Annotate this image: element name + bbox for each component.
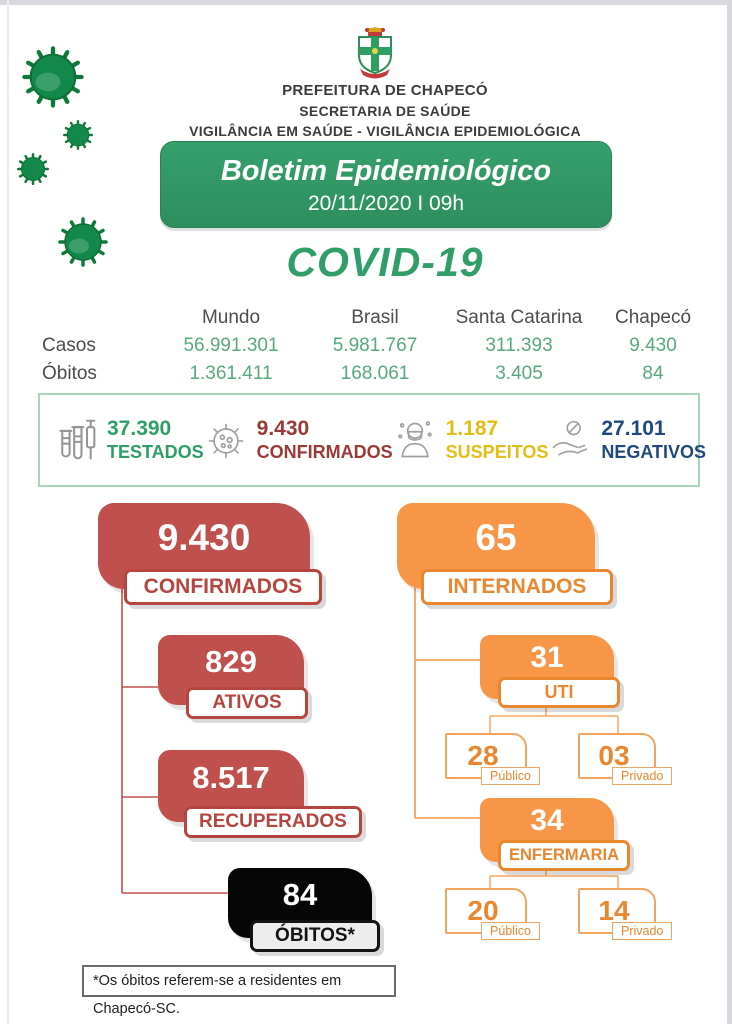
casos-chapeco: 9.430 [629, 335, 677, 356]
page-edge-left [7, 0, 9, 1024]
internados-card-label: INTERNADOS [421, 569, 613, 605]
enfermaria-privado-value: 14 [598, 895, 630, 926]
casos-mundo: 56.991.301 [183, 335, 279, 356]
testing-summary-bar: 37.390 TESTADOS 9.430 CONFIRMADOS [38, 393, 706, 487]
page-edge-top [0, 0, 732, 5]
org-name: PREFEITURA DE CHAPECÓ [282, 82, 488, 99]
confirmados-card: 9.430 CONFIRMADOS [98, 503, 322, 605]
ativos-card-label: ATIVOS [186, 687, 308, 719]
suspeitos-value: 1.187 [445, 417, 499, 440]
enfermaria-publico-value: 20 [467, 895, 499, 926]
col-header-chapeco: Chapecó [614, 307, 692, 328]
obitos-brasil: 168.061 [340, 363, 410, 384]
stat-testados: 37.390 TESTADOS [54, 416, 204, 464]
virus-icon [22, 46, 84, 108]
col-header-santa-catarina: Santa Catarina [455, 307, 583, 328]
testados-label: TESTADOS [107, 442, 204, 462]
col-header-brasil: Brasil [351, 307, 399, 328]
obitos-santa-catarina: 3.405 [495, 363, 543, 384]
testados-value: 37.390 [107, 417, 172, 440]
uti-privado-label: Privado [612, 767, 673, 785]
negativos-value: 27.101 [601, 417, 666, 440]
stat-suspeitos: 1.187 SUSPEITOS [393, 416, 549, 464]
stat-confirmados: 9.430 CONFIRMADOS [204, 416, 393, 464]
casos-santa-catarina: 311.393 [485, 335, 553, 356]
test-tubes-icon [59, 419, 96, 460]
obitos-mundo: 1.361.411 [189, 363, 273, 384]
suspeitos-label: SUSPEITOS [445, 442, 549, 462]
stat-negativos: 27.101 NEGATIVOS [548, 416, 706, 464]
ativos-card: 829 ATIVOS [158, 635, 308, 719]
header-org-lines: PREFEITURA DE CHAPECÓ SECRETARIA DE SAÚD… [60, 82, 710, 139]
negativos-label: NEGATIVOS [601, 442, 707, 462]
enfermaria-privado-box: 14 Privado [578, 888, 673, 940]
confirmados-card-value: 9.430 [157, 517, 251, 558]
case-breakdown-flow: 9.430 CONFIRMADOS 829 ATIVOS 8.517 RECUP… [0, 495, 732, 1024]
uti-privado-value: 03 [598, 740, 630, 771]
enfermaria-publico-label: Público [481, 922, 540, 940]
obitos-card: 84 ÓBITOS* [228, 868, 380, 952]
row-label-obitos: Óbitos [42, 363, 97, 384]
uti-card-value: 31 [530, 641, 564, 674]
row-label-casos: Casos [42, 335, 96, 356]
virus-icon [63, 120, 93, 150]
virus-icon [58, 217, 108, 267]
masked-person-icon [397, 421, 432, 458]
enfermaria-card-value: 34 [530, 804, 564, 837]
page-edge-right [727, 0, 732, 1024]
bulletin-title: Boletim Epidemiológico [220, 155, 552, 187]
enfermaria-publico-box: 20 Público [445, 888, 540, 940]
org-department: SECRETARIA DE SAÚDE [299, 103, 471, 119]
ativos-card-value: 829 [205, 644, 257, 679]
confirmados-label: CONFIRMADOS [256, 442, 393, 462]
bulletin-banner: Boletim Epidemiológico 20/11/2020 I 09h [160, 141, 612, 228]
confirmados-value: 9.430 [256, 417, 310, 440]
uti-publico-label: Público [481, 767, 540, 785]
org-division: VIGILÂNCIA EM SAÚDE - VIGILÂNCIA EPIDEMI… [189, 123, 581, 139]
obitos-card-value: 84 [282, 877, 318, 912]
bulletin-date: 20/11/2020 I 09h [307, 192, 465, 215]
hands-icon [553, 420, 588, 456]
col-header-mundo: Mundo [201, 307, 261, 328]
confirmados-card-label: CONFIRMADOS [124, 569, 322, 605]
virus-gray-icon [208, 423, 243, 459]
virus-icon [17, 153, 49, 185]
uti-publico-value: 28 [467, 740, 499, 771]
recuperados-card-label: RECUPERADOS [184, 806, 362, 838]
internados-card: 65 INTERNADOS [397, 503, 613, 605]
footnote: *Os óbitos referem-se a residentes em Ch… [82, 965, 396, 1017]
page-title: COVID-19 [286, 239, 484, 285]
enfermaria-card: 34 ENFERMARIA [480, 798, 630, 871]
casos-brasil: 5.981.767 [332, 335, 418, 356]
uti-privado-box: 03 Privado [578, 733, 673, 785]
city-coat-of-arms-logo [358, 27, 392, 79]
recuperados-card-value: 8.517 [192, 760, 270, 795]
obitos-chapeco: 84 [642, 363, 664, 384]
internados-card-value: 65 [475, 517, 517, 558]
uti-card-label: UTI [498, 677, 620, 708]
enfermaria-privado-label: Privado [612, 922, 673, 940]
uti-card: 31 UTI [480, 635, 620, 708]
recuperados-card: 8.517 RECUPERADOS [158, 750, 362, 838]
region-table: Mundo Brasil Santa Catarina Chapecó Caso… [40, 304, 708, 388]
obitos-card-label: ÓBITOS* [250, 920, 380, 952]
enfermaria-card-label: ENFERMARIA [498, 840, 630, 871]
uti-publico-box: 28 Público [445, 733, 540, 785]
